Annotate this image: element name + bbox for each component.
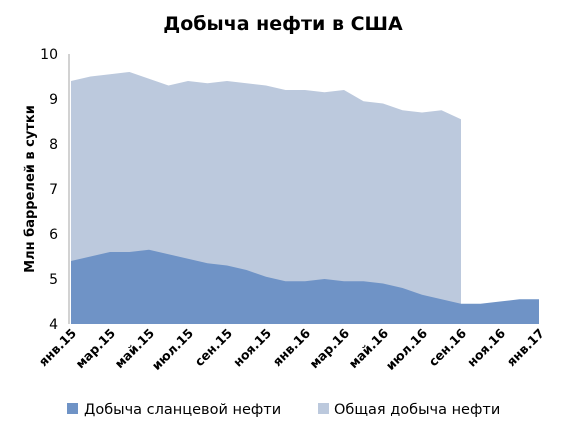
- legend-label-shale: Добыча сланцевой нефти: [84, 402, 281, 418]
- x-axis-ticks: янв.15мар.15май.15июл.15сен.15ноя.15янв.…: [35, 325, 547, 373]
- y-axis-label: Млн баррелей в сутки: [23, 105, 38, 273]
- y-tick-label: 10: [40, 47, 58, 63]
- x-tick-label: янв.16: [269, 325, 313, 369]
- x-tick-label: сен.15: [192, 326, 236, 370]
- y-tick-label: 8: [49, 137, 58, 153]
- y-tick-label: 6: [49, 227, 58, 243]
- chart-title: Добыча нефти в США: [163, 13, 403, 35]
- x-tick-label: мар.15: [72, 326, 118, 372]
- x-tick-label: ноя.16: [464, 325, 508, 369]
- legend-swatch-shale: [67, 403, 78, 414]
- x-tick-label: мар.16: [306, 325, 352, 371]
- x-tick-label: июл.16: [383, 325, 431, 373]
- y-tick-label: 7: [49, 182, 58, 198]
- x-tick-label: июл.15: [149, 326, 197, 374]
- y-tick-label: 5: [49, 272, 58, 288]
- x-tick-label: сен.16: [426, 325, 470, 369]
- y-axis-ticks: 4 5 6 7 8 9 10: [40, 47, 58, 333]
- x-tick-label: ноя.15: [230, 326, 274, 370]
- legend: Добыча сланцевой нефти Общая добыча нефт…: [67, 402, 500, 418]
- y-tick-label: 9: [49, 92, 58, 108]
- x-tick-label: янв.17: [503, 326, 547, 370]
- legend-label-total: Общая добыча нефти: [334, 402, 500, 418]
- legend-swatch-total: [318, 403, 329, 414]
- y-tick-label: 4: [49, 317, 58, 333]
- plot-area: [71, 72, 539, 324]
